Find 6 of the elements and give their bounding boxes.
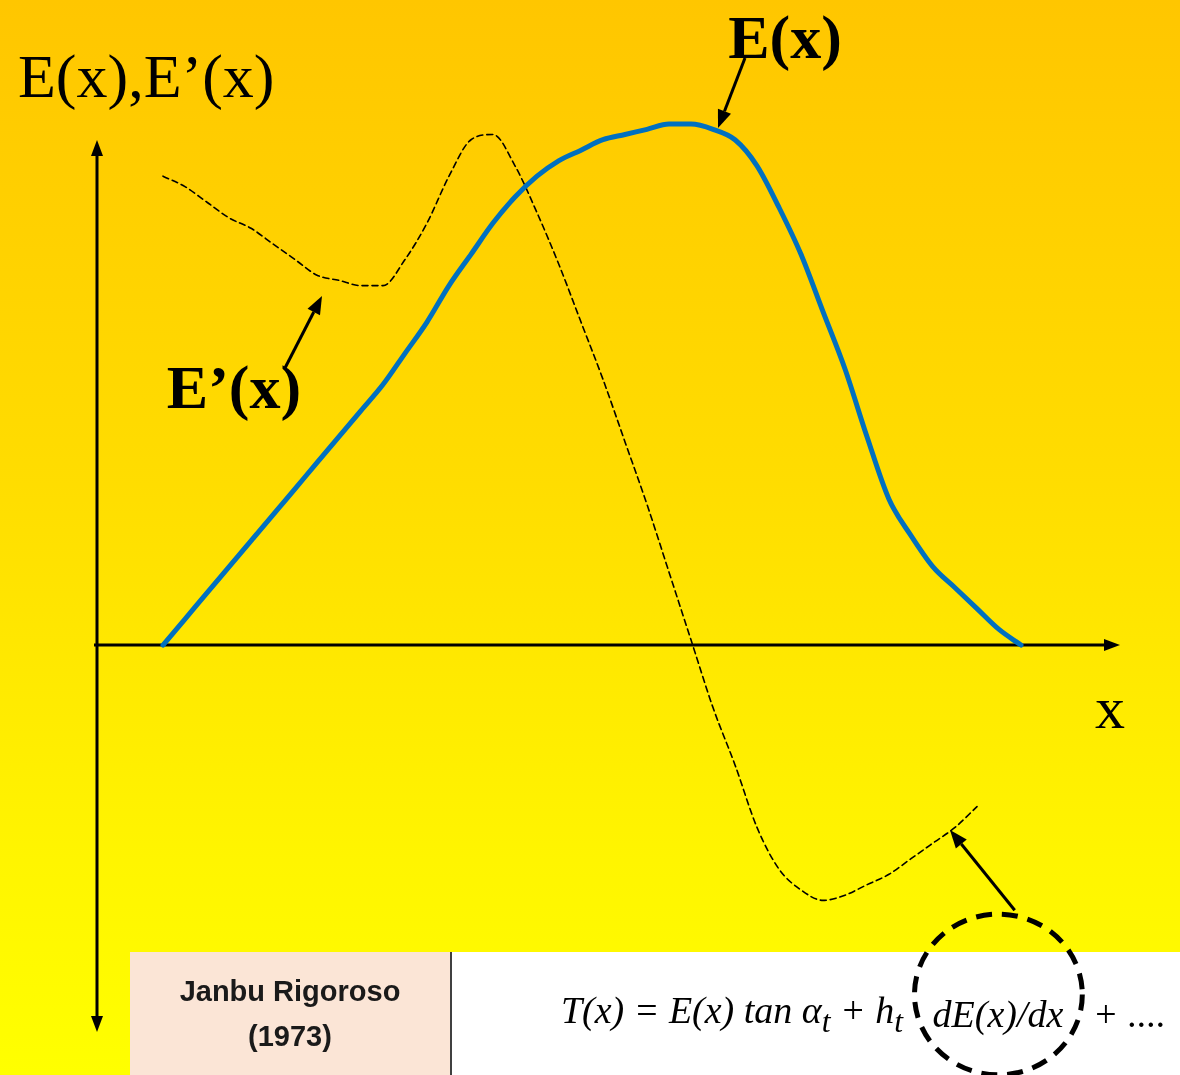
x-axis-title: x	[1095, 675, 1125, 742]
series-label: E(x)	[728, 3, 842, 72]
text: Janbu Rigoroso (1973)	[178, 973, 402, 1054]
legend-label: E’(x)	[166, 353, 302, 422]
y-axis-title: E(x),E’(x)	[18, 42, 275, 111]
text: T(x) = E(x) tan α$_{t}$ + h$_{t}$ dE(x)/dx + ....	[560, 987, 1166, 1040]
